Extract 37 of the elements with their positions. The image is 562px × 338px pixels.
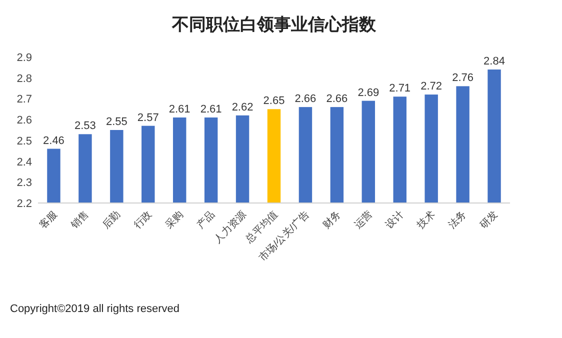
y-tick-label: 2.9	[16, 52, 32, 64]
x-tick-label: 销售	[68, 208, 92, 232]
y-tick-label: 2.8	[16, 72, 32, 85]
x-tick-label: 设计	[383, 208, 406, 232]
data-label: 2.71	[389, 82, 411, 95]
y-tick-label: 2.2	[16, 198, 32, 210]
data-label: 2.53	[74, 120, 96, 132]
data-label: 2.72	[420, 80, 442, 93]
y-tick-label: 2.5	[16, 135, 32, 148]
x-tick-label: 采购	[163, 208, 186, 232]
data-label: 2.57	[137, 112, 159, 124]
data-label: 2.61	[168, 103, 190, 116]
data-label: 2.62	[232, 101, 254, 114]
data-label: 2.69	[358, 86, 380, 99]
x-tick-label: 运营	[352, 208, 375, 232]
data-label: 2.55	[106, 116, 128, 128]
data-label: 2.76	[452, 72, 474, 84]
data-label: 2.46	[43, 134, 64, 147]
x-tick-label: 研发	[478, 209, 500, 232]
x-tick-label: 产品	[194, 208, 218, 232]
y-tick-label: 2.6	[16, 114, 32, 127]
data-label: 2.84	[484, 56, 505, 68]
text: Copyright©2019 all rights reserved	[10, 303, 180, 315]
y-tick-label: 2.7	[16, 94, 32, 106]
x-tick-label: 法务	[446, 208, 469, 232]
data-label: 2.65	[263, 95, 285, 108]
y-tick-label: 2.4	[16, 156, 32, 168]
x-tick-label: 技术	[414, 208, 438, 232]
data-label: 2.66	[326, 93, 348, 106]
x-tick-label: 后勤	[100, 208, 123, 232]
data-label: 2.61	[200, 103, 222, 116]
x-tick-label: 行政	[132, 209, 154, 232]
data-label: 2.66	[294, 93, 316, 106]
y-tick-label: 2.3	[16, 177, 32, 190]
x-tick-label: 财务	[320, 208, 344, 232]
x-tick-label: 客服	[37, 208, 60, 232]
chart-title: 不同职位白领事业信心指数	[171, 15, 377, 34]
